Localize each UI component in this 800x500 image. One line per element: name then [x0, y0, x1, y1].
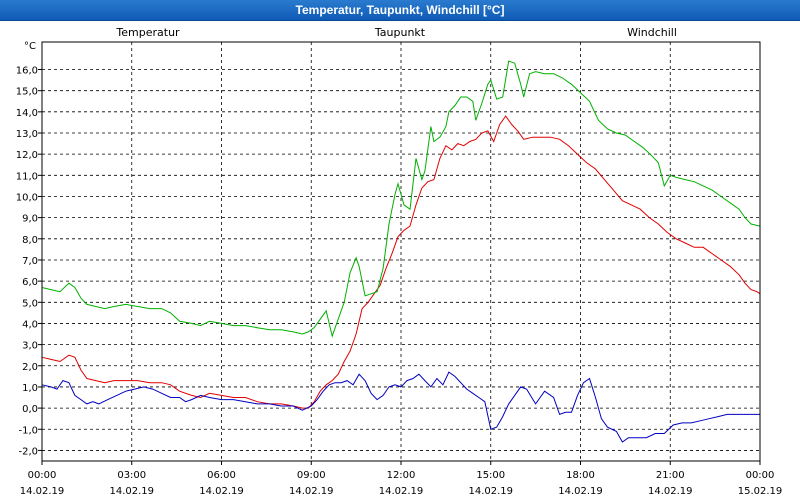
legend-windchill: Windchill: [627, 26, 677, 39]
series-lines: [41, 60, 761, 443]
x-tick-time-label: 00:00: [746, 470, 775, 481]
x-tick-date-label: 14.02.19: [109, 486, 154, 497]
x-tick-time-label: 00:00: [28, 470, 57, 481]
y-tick-label: 9,0: [22, 214, 38, 225]
x-tick-time-label: 21:00: [656, 470, 685, 481]
x-tick-time-label: 12:00: [387, 470, 416, 481]
legend-temperatur: Temperatur: [115, 26, 180, 39]
y-tick-label: 6,0: [22, 277, 38, 288]
series-line-taupunkt: [41, 371, 760, 443]
y-tick-label: 11,0: [16, 171, 38, 182]
y-tick-label: 0,0: [22, 404, 38, 415]
x-tick-date-label: 14.02.19: [289, 486, 334, 497]
y-tick-label: 13,0: [16, 129, 38, 140]
x-tick-date-label: 14.02.19: [558, 486, 603, 497]
y-tick-label: 14,0: [16, 108, 38, 119]
x-tick-time-label: 06:00: [207, 470, 236, 481]
y-tick-label: 4,0: [22, 319, 38, 330]
y-tick-label: 12,0: [16, 150, 38, 161]
temperature-chart: °C Temperatur Taupunkt Windchill -2,0 -1,…: [16, 26, 783, 497]
y-tick-label: 7,0: [22, 256, 38, 267]
x-tick-date-label: 14.02.19: [379, 486, 424, 497]
y-tick-label: 3,0: [22, 341, 38, 352]
series-line-windchill: [41, 60, 761, 338]
x-tick-time-label: 15:00: [476, 470, 505, 481]
y-unit-label: °C: [24, 41, 36, 52]
y-tick-label: -1,0: [18, 425, 38, 436]
x-tick-date-label: 14.02.19: [468, 486, 513, 497]
y-tick-label: 5,0: [22, 298, 38, 309]
y-tick-label: 8,0: [22, 235, 38, 246]
x-tick-date-label: 14.02.19: [648, 486, 693, 497]
x-tick-date-label: 14.02.19: [20, 486, 65, 497]
window-title: Temperatur, Taupunkt, Windchill [°C]: [0, 0, 800, 21]
x-tick-time-label: 18:00: [566, 470, 595, 481]
y-tick-label: 10,0: [16, 192, 38, 203]
x-tick-time-label: 09:00: [297, 470, 326, 481]
legend-taupunkt: Taupunkt: [374, 26, 426, 39]
grid: [41, 42, 761, 461]
y-tick-label: 2,0: [22, 362, 38, 373]
y-tick-label: 1,0: [22, 383, 38, 394]
x-tick-time-label: 03:00: [117, 470, 146, 481]
x-tick-date-label: 14.02.19: [199, 486, 244, 497]
axis-labels: -2,0 -1,0 0,0 1,0 2,0 3,0 4,0 5,0 6,0 7,0 8,0 9,0 10…: [16, 66, 783, 497]
x-tick-date-label: 15.02.19: [738, 486, 783, 497]
y-tick-label: 15,0: [16, 87, 38, 98]
y-tick-label: -2,0: [18, 446, 38, 457]
y-tick-label: 16,0: [16, 66, 38, 77]
series-line-temperatur: [41, 115, 761, 409]
